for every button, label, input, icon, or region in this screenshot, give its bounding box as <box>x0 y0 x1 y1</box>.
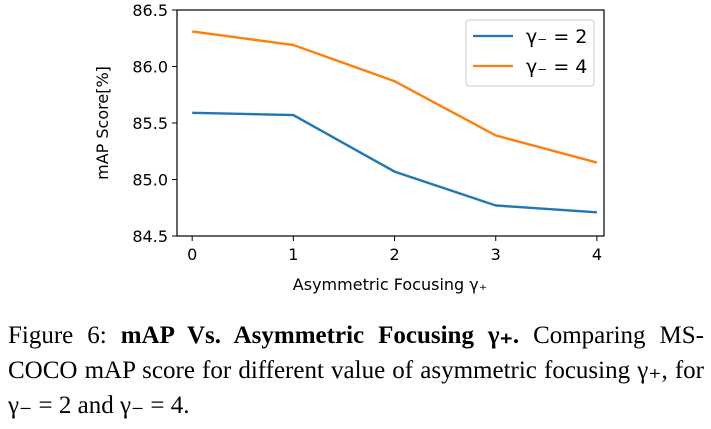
y-axis-label: mAP Score[%] <box>93 66 112 180</box>
x-axis-label: Asymmetric Focusing γ₊ <box>293 275 487 294</box>
y-tick-label: 85.5 <box>132 114 168 133</box>
legend-label-gamma2: γ₋ = 2 <box>526 26 587 48</box>
caption-label: Figure 6: <box>8 322 107 349</box>
figure-caption: Figure 6: mAP Vs. Asymmetric Focusing γ₊… <box>8 318 704 423</box>
y-tick-label: 84.5 <box>132 227 168 246</box>
y-tick-label: 86.5 <box>132 1 168 20</box>
x-tick-label: 1 <box>288 245 298 264</box>
x-tick-label: 2 <box>389 245 399 264</box>
y-tick-label: 85.0 <box>132 171 168 190</box>
caption-title: mAP Vs. Asymmetric Focusing γ₊. <box>120 322 520 349</box>
x-tick-label: 0 <box>187 245 197 264</box>
x-tick-label: 4 <box>592 245 602 264</box>
x-tick-label: 3 <box>491 245 501 264</box>
legend: γ₋ = 2 γ₋ = 4 <box>465 19 595 87</box>
legend-label-gamma4: γ₋ = 4 <box>526 56 587 78</box>
caption-body: Comparing MS-COCO mAP score for differen… <box>8 322 704 419</box>
y-tick-label: 86.0 <box>132 58 168 77</box>
line-chart: 0 1 2 3 484.585.085.586.086.5 γ₋ = 2 γ₋ = 4 … <box>93 1 605 294</box>
series-line-0 <box>192 111 597 214</box>
